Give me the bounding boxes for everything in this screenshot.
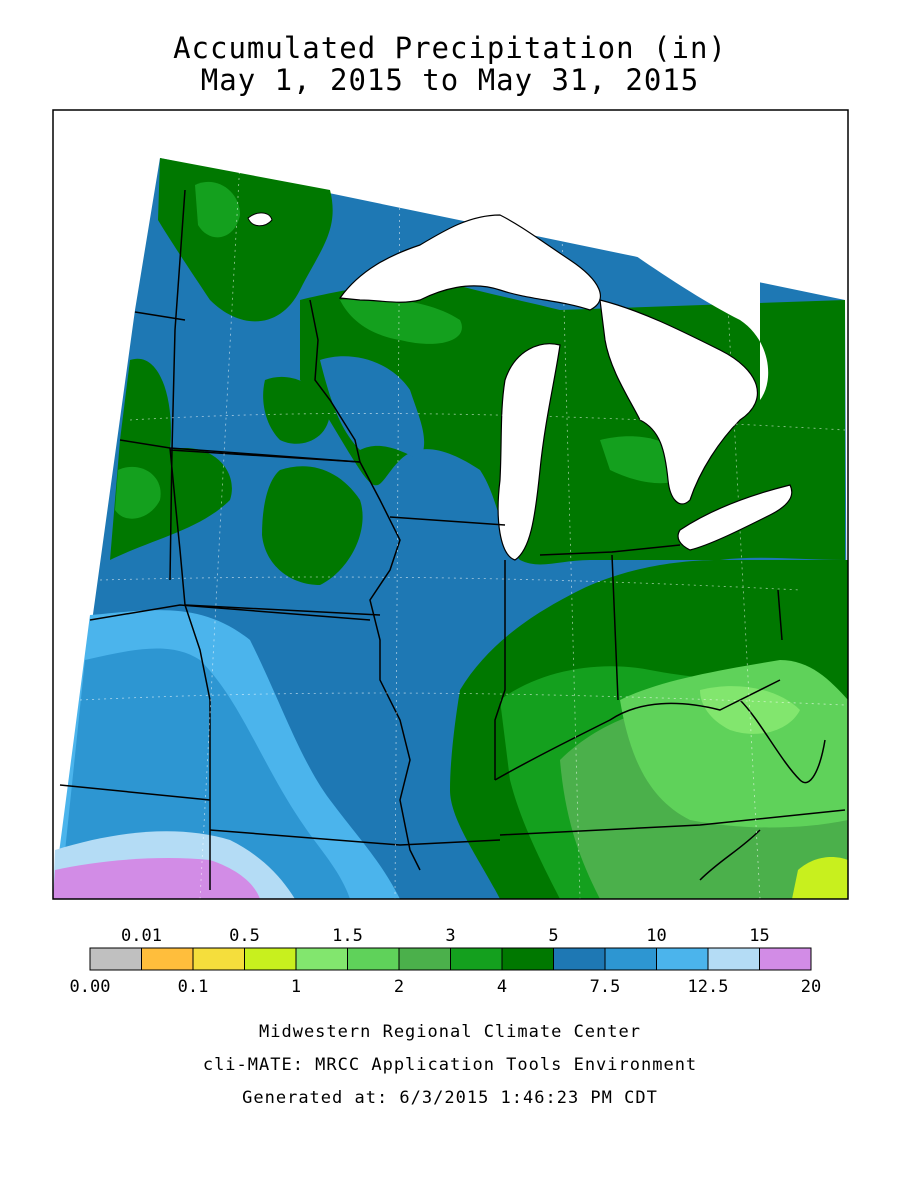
legend-label: 0.5 [229, 926, 260, 946]
legend-bottom-labels: 0.00 0.1 1 2 4 7.5 12.5 20 [70, 977, 822, 997]
legend-label: 20 [801, 977, 821, 997]
boundary-ne-ks [89, 604, 371, 621]
region-ia-green [262, 466, 363, 585]
legend-swatch [244, 947, 297, 971]
graticule-line [99, 576, 801, 591]
canada-land [470, 170, 769, 400]
region-mn-green [263, 376, 330, 444]
legend-label: 4 [497, 977, 507, 997]
legend-swatch [553, 947, 606, 971]
legend-label: 0.00 [70, 977, 111, 997]
legend-swatch [450, 947, 503, 971]
boundary-mi-in-oh [539, 544, 681, 556]
legend-label: 12.5 [688, 977, 729, 997]
legend-label: 2 [394, 977, 404, 997]
lake-superior [338, 214, 601, 311]
legend-swatch [656, 947, 709, 971]
boundary-wi-il [389, 516, 506, 526]
legend-label: 10 [646, 926, 666, 946]
credit-generated: Generated at: 6/3/2015 1:46:23 PM CDT [242, 1088, 658, 1108]
boundary-il-in [494, 560, 506, 780]
graticule-line [129, 413, 846, 431]
region-east-pale-green [700, 686, 800, 734]
legend-swatch [347, 947, 400, 971]
boundary-mn-ia [169, 449, 361, 463]
legend-swatch [707, 947, 760, 971]
map-title: Accumulated Precipitation (in) [173, 31, 727, 65]
region-se-yellow [792, 857, 848, 899]
lake-of-woods [247, 212, 273, 227]
boundary-ky-tn [499, 809, 846, 836]
legend-label: 1.5 [332, 926, 363, 946]
legend-label: 7.5 [590, 977, 621, 997]
boundary-ia-mo [184, 604, 381, 616]
boundary-oh-pa [777, 589, 783, 641]
boundary-mississippi-ia-il [359, 461, 421, 871]
region-east-light-green [620, 660, 848, 828]
legend-swatch [759, 947, 812, 971]
boundary-ky-va [699, 829, 761, 881]
legend-top-labels: 0.01 0.5 1.5 3 5 10 15 [121, 926, 770, 946]
graticule [79, 159, 846, 900]
state-boundaries [59, 189, 846, 890]
boundary-in-oh [611, 554, 619, 701]
boundary-mo-ar [209, 829, 501, 846]
legend-label: 1 [291, 977, 301, 997]
boundary-mn-wi [309, 299, 361, 463]
boundary-wv-va [739, 699, 826, 784]
credit-application: cli-MATE: MRCC Application Tools Environ… [202, 1055, 698, 1075]
boundary-ohio-river [494, 679, 781, 781]
map-date-range: May 1, 2015 to May 31, 2015 [200, 63, 700, 97]
legend-swatch [501, 947, 554, 971]
great-lakes [247, 170, 793, 561]
precipitation-shading [53, 158, 848, 899]
legend-label: 3 [445, 926, 455, 946]
boundary-nd-sd [134, 311, 186, 321]
legend-swatch [141, 947, 194, 971]
legend-label: 0.01 [121, 926, 162, 946]
lake-erie [677, 484, 793, 551]
legend-swatch [295, 947, 348, 971]
region-wi-lime [340, 298, 462, 344]
boundary-ks-ok [59, 784, 211, 801]
legend-swatch [192, 947, 245, 971]
region-nw-lime [195, 181, 240, 238]
legend-swatch [604, 947, 657, 971]
region-west-lime [115, 466, 161, 519]
boundary-ne-ia-river [169, 447, 211, 890]
legend-swatch [398, 947, 451, 971]
map-frame [52, 109, 849, 900]
boundary-mn-west [169, 189, 186, 581]
legend-label: 5 [548, 926, 558, 946]
credit-organization: Midwestern Regional Climate Center [259, 1022, 641, 1042]
legend-swatch [89, 947, 142, 971]
region-purple [53, 858, 260, 899]
lake-michigan [497, 343, 561, 561]
legend-label: 0.1 [178, 977, 209, 997]
legend-label: 15 [749, 926, 769, 946]
legend-swatches [89, 947, 812, 971]
